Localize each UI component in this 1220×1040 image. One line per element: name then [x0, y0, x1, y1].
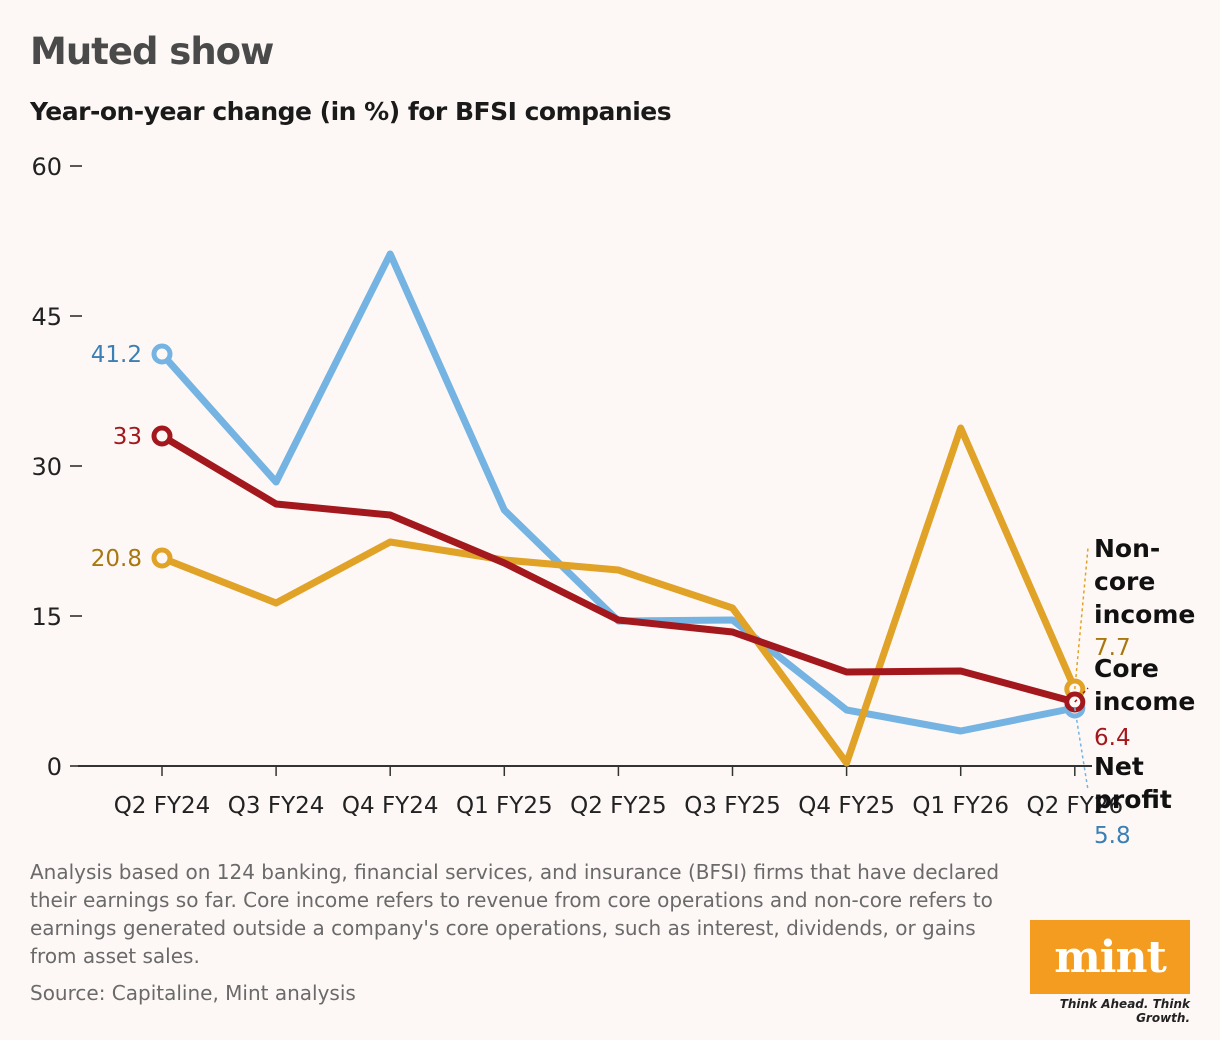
series-legend-label: income	[1094, 687, 1195, 716]
source-note: Source: Capitaline, Mint analysis	[30, 981, 356, 1005]
x-tick-label: Q3 FY25	[684, 793, 781, 819]
line-chart: 0 15 30 45 60 Q2 FY24 Q3 FY24 Q4 FY24 Q1 FY25 Q2 …	[31, 153, 1195, 849]
series-line-1	[158, 432, 1079, 706]
series-line-2	[158, 424, 1079, 767]
x-tick-label: Q2 FY24	[114, 793, 211, 819]
end-value-label: 7.7	[1094, 635, 1131, 661]
series-legend-label: income	[1094, 600, 1195, 629]
x-tick-label: Q4 FY25	[798, 793, 895, 819]
point-marker-1	[151, 425, 173, 447]
point-marker-0	[151, 343, 173, 365]
x-tick-label: Q2 FY26	[1027, 793, 1124, 819]
mint-logo-text: mint	[1054, 931, 1167, 983]
start-value-label: 20.8	[91, 546, 142, 572]
y-tick-label: 60	[31, 153, 62, 181]
y-tick-label: 45	[31, 303, 62, 331]
x-tick-label: Q1 FY25	[456, 793, 553, 819]
x-tick-label: Q3 FY24	[228, 793, 325, 819]
start-value-label: 33	[113, 424, 142, 450]
x-tick-label: Q4 FY24	[342, 793, 439, 819]
point-marker-2	[151, 547, 173, 569]
end-value-label: 5.8	[1094, 823, 1131, 849]
series-legend-label: core	[1094, 567, 1155, 596]
end-value-label: 6.4	[1094, 725, 1131, 751]
y-tick-label: 0	[47, 753, 62, 781]
mint-logo: mint	[1030, 920, 1190, 994]
series-legend-label: Non-	[1094, 534, 1160, 563]
series-legend-label: Net	[1094, 752, 1144, 781]
series-legend-label: profit	[1094, 785, 1172, 814]
series-legend-label: Core	[1094, 654, 1159, 683]
y-tick-label: 15	[31, 603, 62, 631]
footnote: Analysis based on 124 banking, financial…	[30, 860, 1000, 968]
connector-line	[1074, 707, 1089, 791]
y-tick-label: 30	[31, 453, 62, 481]
start-value-label: 41.2	[91, 342, 142, 368]
connector-line	[1074, 547, 1089, 690]
chart-subtitle: Year-on-year change (in %) for BFSI comp…	[30, 97, 672, 126]
logo-tagline: Think Ahead. Think Growth.	[1059, 997, 1190, 1025]
x-tick-label: Q2 FY25	[570, 793, 667, 819]
x-tick-label: Q1 FY26	[912, 793, 1009, 819]
chart-title: Muted show	[30, 30, 274, 73]
